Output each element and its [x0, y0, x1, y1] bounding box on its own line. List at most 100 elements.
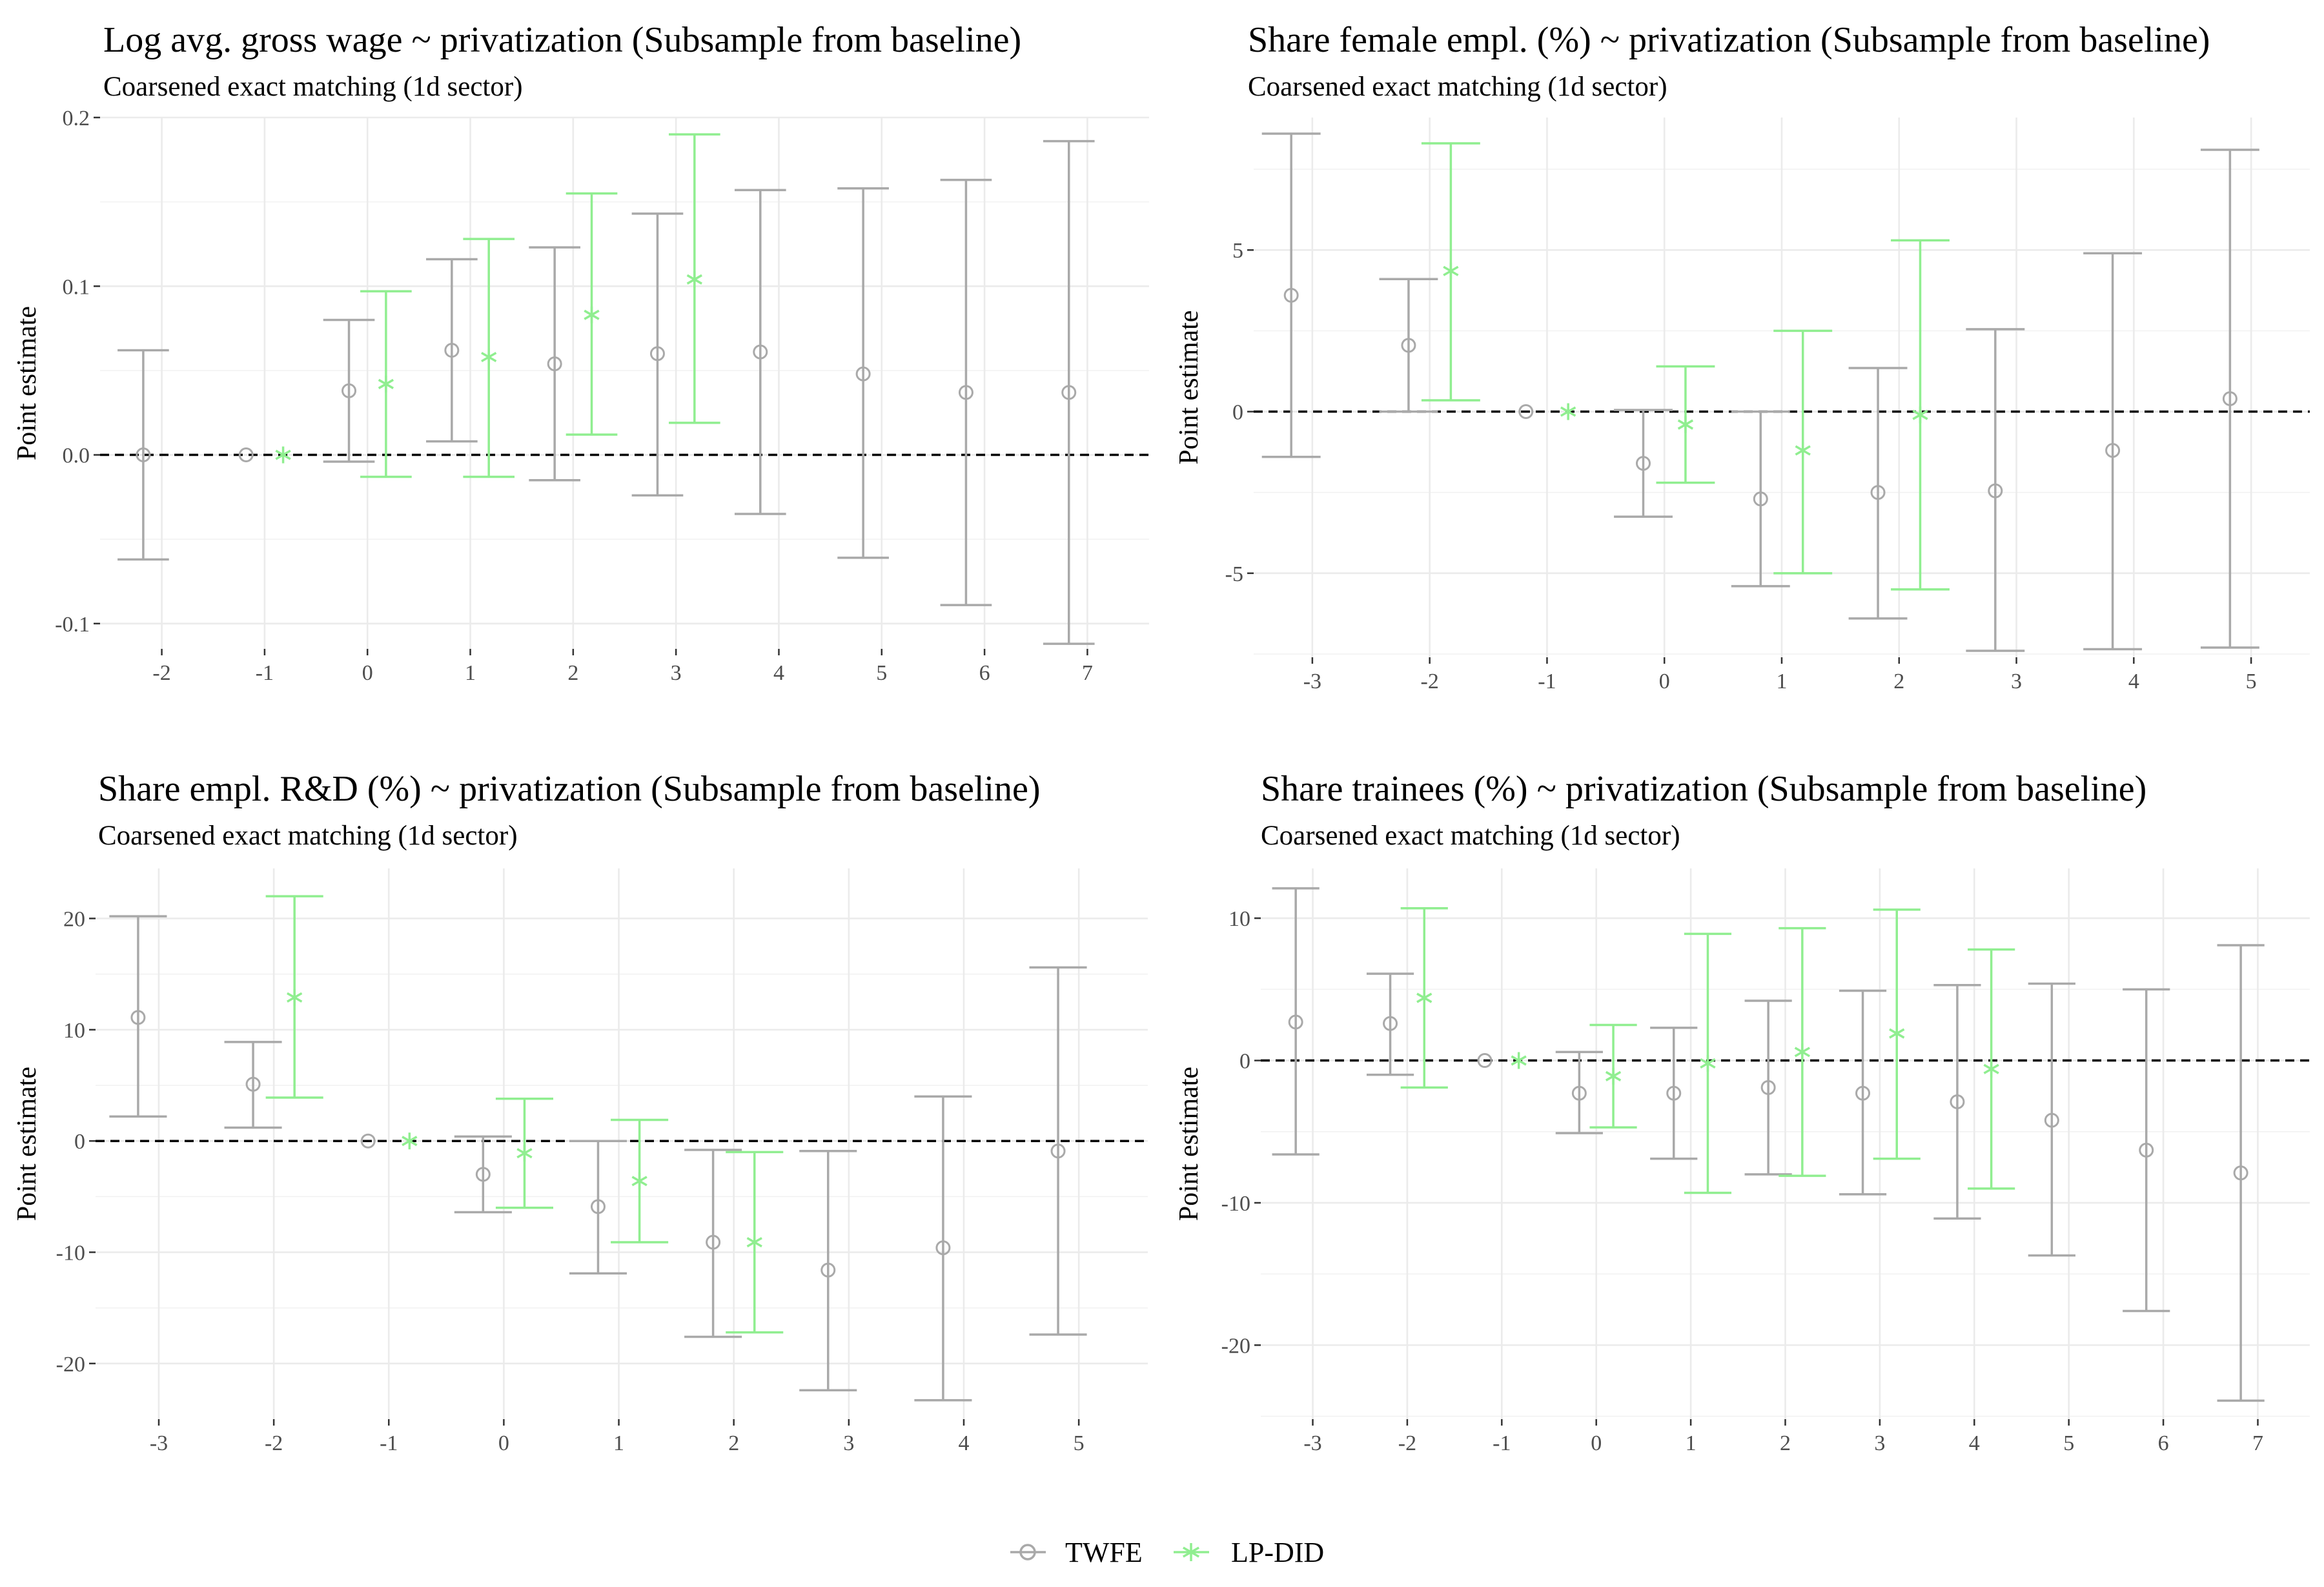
x-tick-label: -2 [152, 661, 170, 685]
chart-title: Share trainees (%) ~ privatization (Subs… [1261, 769, 2146, 809]
y-tick-label: 5 [1232, 239, 1243, 263]
point-lpdid [481, 349, 497, 366]
x-tick-label: -1 [380, 1431, 398, 1455]
x-tick-label: 1 [613, 1431, 624, 1455]
y-tick-label: -20 [1221, 1334, 1250, 1358]
x-tick-label: -3 [150, 1431, 168, 1455]
legend-asterisk-lpdid [1183, 1543, 1199, 1561]
x-tick-label: 1 [465, 661, 476, 685]
x-tick-label: 6 [2158, 1431, 2169, 1455]
point-lpdid [584, 306, 600, 323]
y-axis-label: Point estimate [1174, 1067, 1204, 1221]
point-twfe [1383, 1016, 1398, 1031]
series-lpdid [1400, 906, 2015, 1194]
x-tick-label: 1 [1777, 670, 1788, 693]
point-lpdid [1983, 1060, 1999, 1078]
x-tick-label: -1 [256, 661, 274, 685]
point-twfe [1288, 1014, 1303, 1030]
point-twfe [1061, 385, 1077, 400]
chart-subtitle: Coarsened exact matching (1d sector) [1261, 821, 1680, 851]
x-tick-label: 0 [498, 1431, 509, 1455]
point-lpdid [1700, 1054, 1716, 1072]
point-lpdid [1794, 1043, 1810, 1061]
series-lpdid [275, 133, 720, 478]
y-tick-label: 0 [1232, 401, 1243, 425]
point-lpdid [1416, 989, 1432, 1007]
legend-item-twfe: TWFE [1010, 1537, 1143, 1568]
point-twfe [649, 346, 665, 362]
y-tick-label: 0 [74, 1130, 85, 1154]
y-axis-label: Point estimate [12, 1067, 42, 1221]
point-twfe [130, 1010, 146, 1025]
x-tick-label: 6 [979, 661, 990, 685]
x-tick-label: 5 [2063, 1431, 2074, 1455]
y-tick-label: 0.2 [63, 107, 90, 130]
series-lpdid [1421, 142, 1950, 591]
point-twfe [1870, 485, 1886, 500]
point-twfe [136, 447, 151, 463]
y-tick-label: 20 [63, 908, 85, 932]
point-lpdid [1795, 442, 1811, 459]
point-lpdid [686, 271, 702, 288]
point-twfe [1477, 1053, 1493, 1069]
point-twfe [958, 385, 973, 400]
point-lpdid [631, 1172, 647, 1190]
point-twfe [1050, 1143, 1066, 1159]
chart-title: Share female empl. (%) ~ privatization (… [1248, 20, 2210, 60]
point-twfe [1666, 1085, 1682, 1101]
x-tick-label: -1 [1493, 1431, 1511, 1455]
point-twfe [2222, 391, 2237, 407]
x-tick-label: 5 [876, 661, 887, 685]
point-twfe [2139, 1142, 2154, 1158]
point-lpdid [1889, 1025, 1905, 1042]
y-tick-label: 10 [63, 1019, 85, 1043]
legend-label-lpdid: LP-DID [1231, 1537, 1324, 1568]
point-twfe [1760, 1080, 1776, 1095]
point-lpdid [1511, 1052, 1527, 1069]
y-axis-label: Point estimate [1174, 310, 1204, 464]
y-tick-label: -10 [56, 1242, 85, 1265]
chart-panel-2: -5 0 5 -3 -2 -1 0 1 2 3 4 5 Share female empl. (%) ~… [1174, 20, 2310, 693]
series-twfe [117, 139, 1095, 645]
x-tick-label: 1 [1686, 1431, 1697, 1455]
series-twfe [109, 915, 1087, 1402]
x-tick-label: 5 [1074, 1431, 1085, 1455]
legend-item-lpdid: LP-DID [1174, 1537, 1324, 1568]
point-twfe [855, 366, 871, 382]
x-tick-label: -1 [1538, 670, 1556, 693]
chart-title: Share empl. R&D (%) ~ privatization (Sub… [98, 769, 1040, 809]
x-tick-label: 3 [671, 661, 682, 685]
point-twfe [821, 1262, 836, 1278]
chart-panel-1: -0.1 0.0 0.1 0.2 -2 -1 0 1 2 3 4 5 6 7 Log avg. gross … [12, 20, 1149, 685]
point-twfe [1855, 1085, 1871, 1101]
point-twfe [1753, 491, 1768, 507]
y-tick-label: 0 [1239, 1050, 1250, 1074]
chart-subtitle: Coarsened exact matching (1d sector) [103, 72, 523, 102]
point-lpdid [516, 1145, 533, 1162]
point-twfe [590, 1199, 606, 1214]
x-tick-label: 4 [1969, 1431, 1980, 1455]
point-lpdid [1443, 262, 1459, 280]
chart-subtitle: Coarsened exact matching (1d sector) [1248, 72, 1667, 102]
point-twfe [1636, 456, 1651, 471]
point-lpdid [1677, 416, 1694, 433]
point-twfe [935, 1240, 951, 1256]
x-tick-label: 0 [1591, 1431, 1602, 1455]
point-twfe [1988, 483, 2003, 498]
x-tick-label: 5 [2246, 670, 2257, 693]
legend-marker-lpdid [1183, 1543, 1199, 1561]
x-tick-label: 4 [958, 1431, 969, 1455]
series-twfe [1261, 132, 2259, 652]
point-twfe [1571, 1085, 1587, 1101]
chart-subtitle: Coarsened exact matching (1d sector) [98, 821, 518, 851]
y-tick-label: 0.0 [63, 444, 90, 468]
point-twfe [547, 356, 562, 371]
series-lpdid [265, 895, 784, 1334]
x-tick-label: 2 [728, 1431, 739, 1455]
point-twfe [1950, 1094, 1965, 1109]
point-lpdid [1605, 1067, 1622, 1085]
legend: TWFE LP-DID [1010, 1537, 1324, 1568]
point-twfe [475, 1167, 491, 1182]
